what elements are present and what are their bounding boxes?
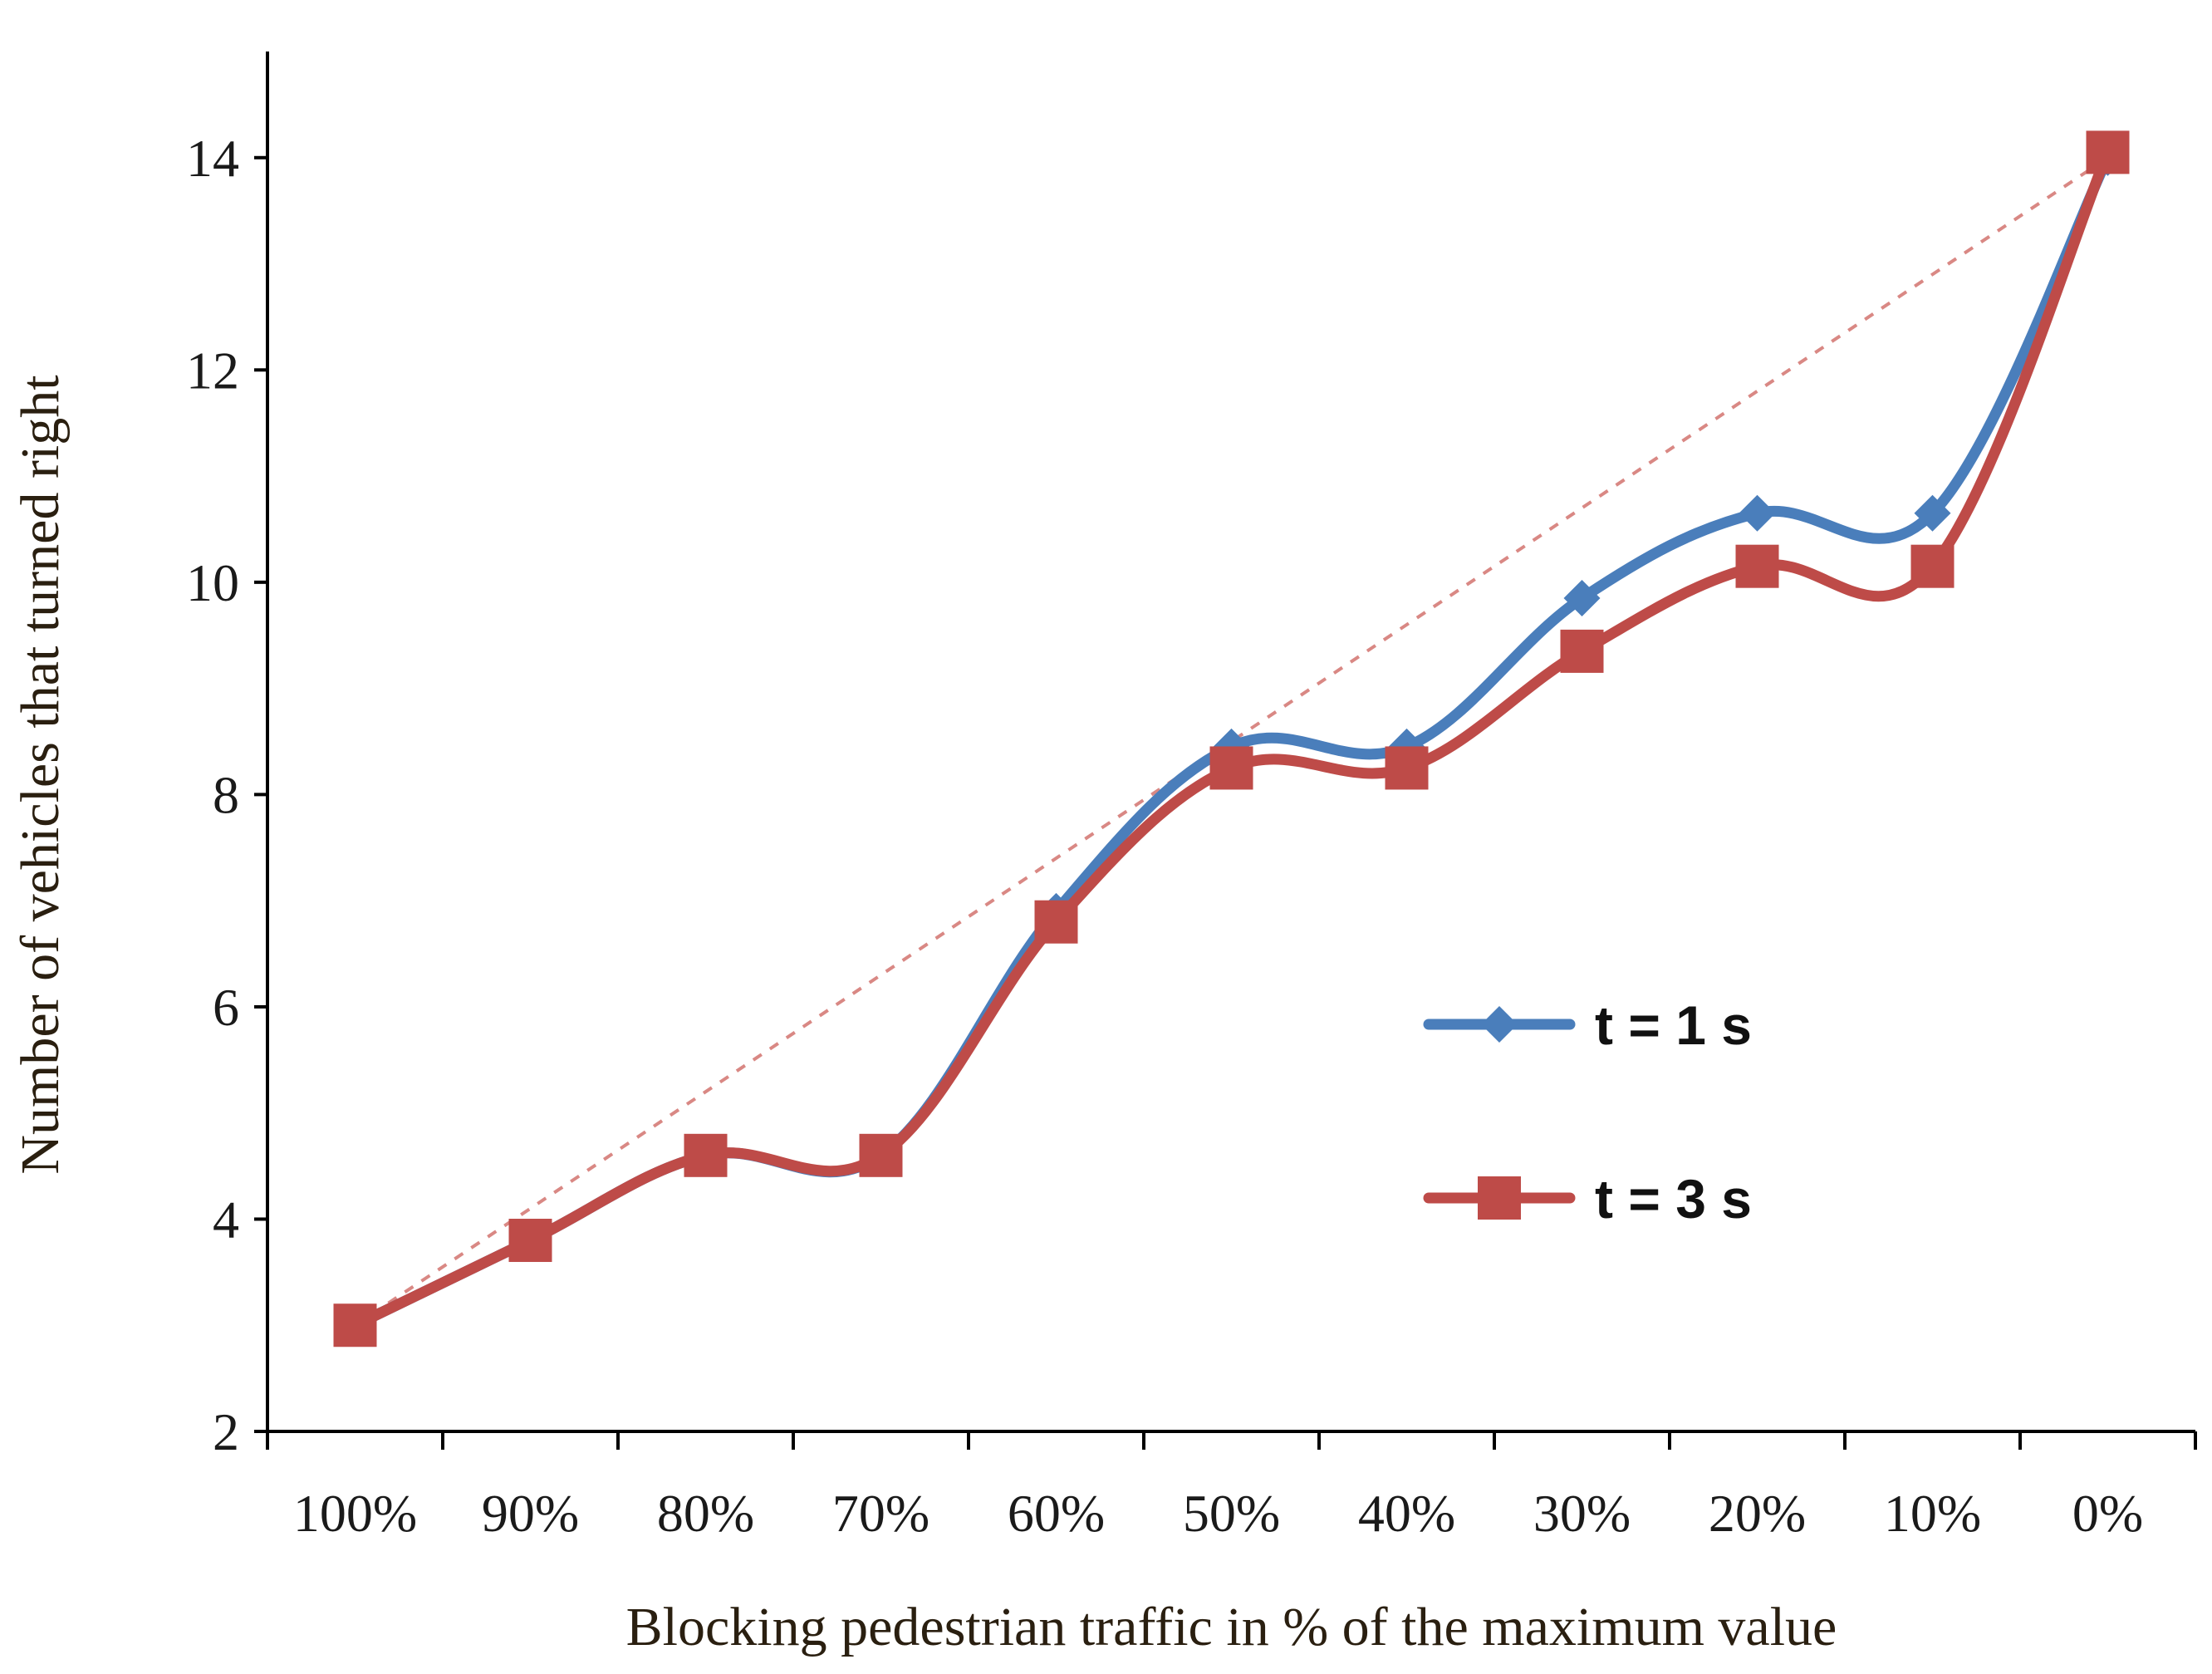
legend: t = 1 s t = 3 s [1423,994,1752,1230]
data-point-square [333,1303,377,1348]
trendline [354,156,2109,1327]
trendline-dashed [354,156,2109,1327]
y-tick-label: 6 [213,978,239,1037]
x-tick-label: 0% [2072,1484,2143,1543]
legend-label: t = 3 s [1595,1168,1752,1230]
x-tick-label: 70% [832,1484,929,1543]
data-point-square [1560,629,1604,673]
data-point-square [2086,130,2130,174]
x-tick-label: 100% [293,1484,417,1543]
y-tick-label: 12 [186,341,239,400]
y-tick-label: 4 [213,1190,239,1249]
axes [266,52,2195,1433]
x-tick-label: 40% [1358,1484,1455,1543]
ticks: 2 4 6 8 10 12 14 100% 90% 80% 70% 60% 50% 40% 30% 20% 10… [186,129,2197,1543]
data-point-square [508,1219,552,1263]
data-point-diamond [1914,494,1951,532]
data-point-square [1910,544,1955,588]
series-1 [336,139,2126,1344]
legend-square-marker [1478,1176,1521,1220]
y-tick-label: 2 [213,1402,239,1461]
y-tick-label: 10 [186,553,239,612]
x-tick-label: 90% [482,1484,579,1543]
x-tick-label: 50% [1183,1484,1280,1543]
legend-entry-2: t = 3 s [1423,1168,1752,1230]
data-point-diamond [1739,494,1776,532]
x-tick-label: 80% [657,1484,754,1543]
data-point-square [1385,746,1429,790]
legend-entry-1: t = 1 s [1423,994,1752,1056]
data-point-diamond [1563,580,1601,617]
x-tick-label: 10% [1884,1484,1981,1543]
x-axis-title: Blocking pedestrian traffic in % of the … [626,1597,1837,1657]
legend-diamond-marker [1481,1006,1518,1043]
legend-label: t = 1 s [1595,994,1752,1056]
series-2 [333,130,2130,1348]
x-tick-label: 60% [1008,1484,1105,1543]
data-point-square [684,1133,728,1177]
y-tick-label: 8 [213,765,239,824]
y-axis-title: Number of vehicles that turned right [10,375,71,1174]
series [333,130,2130,1348]
x-tick-label: 30% [1533,1484,1631,1543]
data-point-square [1735,544,1779,588]
data-point-square [1034,900,1078,944]
data-point-square [859,1133,903,1177]
x-tick-label: 20% [1709,1484,1806,1543]
y-tick-label: 14 [186,129,239,188]
data-point-square [1209,746,1253,790]
